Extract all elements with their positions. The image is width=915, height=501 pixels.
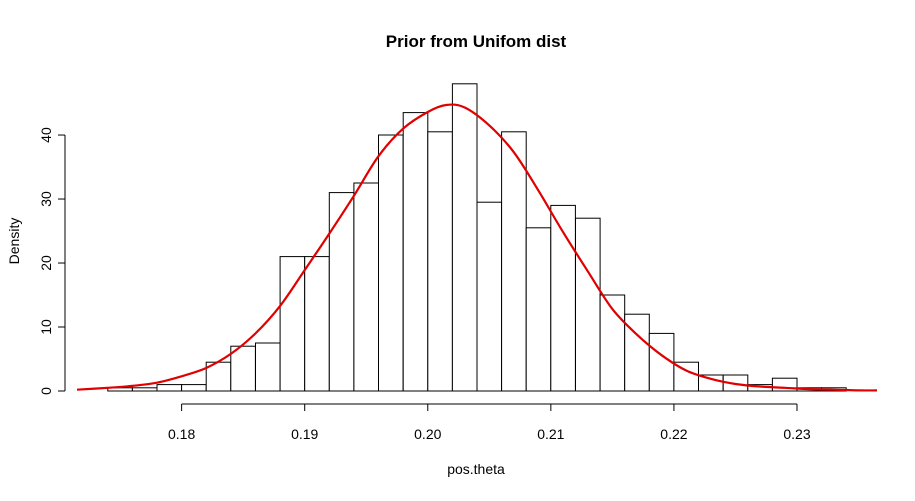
- histogram-bar-11: [378, 134, 404, 392]
- x-axis-label: pos.theta: [447, 461, 505, 477]
- chart-title: Prior from Unifom dist: [386, 32, 567, 51]
- x-tick-label: 0.19: [291, 426, 318, 442]
- histogram-bar-13: [427, 131, 453, 392]
- x-tick-label: 0.21: [537, 426, 564, 442]
- histogram-bars: [107, 83, 847, 392]
- histogram-bar-6: [255, 342, 281, 392]
- x-tick-label: 0.18: [168, 426, 195, 442]
- y-axis-label: Density: [6, 218, 22, 265]
- histogram-bar-15: [476, 201, 503, 392]
- y-tick-label: 10: [38, 319, 54, 335]
- y-tick-label: 0: [38, 387, 54, 395]
- y-axis: 0 10 20 30 40: [38, 127, 66, 395]
- histogram-bar-9: [328, 192, 355, 392]
- x-tick-label: 0.22: [660, 426, 687, 442]
- histogram-bar-5: [230, 345, 256, 392]
- histogram-bar-7: [279, 256, 306, 392]
- histogram-bar-14: [451, 83, 478, 392]
- histogram-bar-17: [525, 227, 552, 392]
- histogram-bar-19: [575, 217, 601, 392]
- y-tick-label: 20: [38, 255, 54, 271]
- histogram-bar-8: [304, 256, 330, 392]
- x-tick-label: 0.23: [783, 426, 810, 442]
- histogram-bar-21: [624, 313, 650, 392]
- histogram-bar-1: [131, 387, 158, 392]
- y-tick-label: 30: [38, 191, 54, 207]
- x-axis: 0.18 0.19 0.20 0.21 0.22 0.23: [168, 403, 811, 442]
- histogram-bar-3: [181, 384, 207, 392]
- histogram-bar-10: [353, 182, 379, 392]
- density-curve: [76, 103, 878, 392]
- histogram-bar-2: [156, 384, 183, 392]
- x-tick-label: 0.20: [414, 426, 441, 442]
- histogram-bar-16: [501, 131, 527, 392]
- y-tick-label: 40: [38, 127, 54, 143]
- histogram-bar-12: [402, 112, 429, 392]
- density-curve-layer: [76, 103, 878, 392]
